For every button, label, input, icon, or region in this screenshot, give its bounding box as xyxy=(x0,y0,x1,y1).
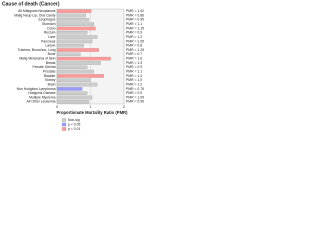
value-label: PMR = 1.1 xyxy=(126,70,142,74)
value-label: PMR = 1.02 xyxy=(126,9,144,13)
value-label: PMR = 0.9 xyxy=(126,65,142,69)
x-tick-label: 1 xyxy=(90,105,92,109)
y-tick-label: Malig Melanoma of Skin xyxy=(19,57,55,61)
legend-swatch xyxy=(61,118,67,122)
legend-swatch xyxy=(61,127,67,131)
value-label: PMR = 1.4 xyxy=(126,74,142,78)
bar xyxy=(56,9,92,13)
value-label: PMR = 0.9 xyxy=(126,31,142,35)
legend-swatch xyxy=(61,122,67,127)
value-label: PMR = 0.95 xyxy=(126,18,144,22)
value-label: PMR = 1.15 xyxy=(126,26,144,30)
y-tick-label: Non Hodgkins Lymphoma xyxy=(17,87,56,91)
value-label: PMR = 1.05 xyxy=(126,95,144,99)
legend-label: p < 0.05 xyxy=(68,122,80,126)
bar xyxy=(56,91,88,95)
value-label: PMR = 0.95 xyxy=(126,100,144,104)
value-label: PMR = 0.75 xyxy=(126,87,144,91)
y-tick-label: Trachea, Bronchus, Lung xyxy=(18,48,56,52)
y-tick-label: Bladder xyxy=(44,74,57,78)
bar xyxy=(56,43,84,48)
value-label: PMR = 1.1 xyxy=(126,22,142,26)
bar xyxy=(56,22,94,26)
y-tick-label: Brain xyxy=(48,82,56,86)
value-label: PMR = 1.25 xyxy=(126,48,144,52)
value-label: PMR = 1.0 xyxy=(126,78,142,82)
y-tick-label: Female Genital xyxy=(33,65,56,69)
x-tick-label: 0 xyxy=(56,105,58,109)
y-tick-label: Colon xyxy=(47,26,56,30)
y-tick-label: Esophagus xyxy=(39,18,56,22)
x-tick-label: 2 xyxy=(123,105,125,109)
chart-title: Cause of death (Cancer) xyxy=(2,1,60,7)
value-label: PMR = 1.3 xyxy=(126,61,142,65)
y-tick-label: Larynx xyxy=(45,44,55,48)
bar xyxy=(56,48,99,52)
value-label: PMR = 0.86 xyxy=(126,13,144,17)
value-label: PMR = 1.2 xyxy=(126,82,142,86)
y-tick-label: Multiple Myeloma xyxy=(29,95,55,99)
chart: Cause of death (Cancer) Proportionate Mo… xyxy=(2,1,144,131)
bar xyxy=(56,13,86,18)
bar xyxy=(56,56,111,61)
y-tick-label: All Other Leukemia xyxy=(27,100,56,104)
value-label: PMR = 1.6 xyxy=(126,57,142,61)
legend-label: Non-sig xyxy=(68,118,80,122)
y-tick-label: Bone xyxy=(48,52,56,56)
y-tick-label: Hodgkins Disease xyxy=(28,91,55,95)
value-label: PMR = 1.2 xyxy=(126,35,142,39)
bar xyxy=(56,18,89,22)
y-tick-label: Prostate xyxy=(43,70,56,74)
y-tick-label: Rectum xyxy=(44,31,56,35)
page: {"chart_data": {"type": "barh", "title":… xyxy=(2,1,145,131)
value-label: PMR = 1.05 xyxy=(126,39,144,43)
bar xyxy=(56,74,105,78)
y-tick-label: Kidney xyxy=(45,78,56,82)
bar xyxy=(56,31,88,35)
bar xyxy=(56,95,93,100)
value-label: PMR = 0.9 xyxy=(126,91,142,95)
x-axis-label: Proportionate Mortality Ratio (PMR) xyxy=(57,110,129,115)
legend-label: p < 0.01 xyxy=(68,127,80,131)
y-tick-label: Liver xyxy=(48,35,56,39)
y-tick-label: Stomach xyxy=(42,22,55,26)
bar xyxy=(56,61,101,65)
bar xyxy=(56,52,81,57)
bar xyxy=(56,39,93,44)
bar xyxy=(56,78,91,82)
bar xyxy=(56,100,89,104)
y-tick-label: Malig Neop Lip, Oral Cavity xyxy=(14,13,56,17)
bar xyxy=(56,35,98,39)
bar xyxy=(56,82,98,87)
y-tick-label: Breast xyxy=(46,61,56,65)
bar xyxy=(56,87,83,91)
bar xyxy=(56,65,88,70)
value-label: PMR = 0.8 xyxy=(126,44,142,48)
bar xyxy=(56,26,96,31)
y-tick-label: All Malignant Neoplasms xyxy=(18,9,56,13)
value-label: PMR = 0.7 xyxy=(126,52,142,56)
y-tick-label: Pancreas xyxy=(41,39,56,43)
bar xyxy=(56,69,94,74)
